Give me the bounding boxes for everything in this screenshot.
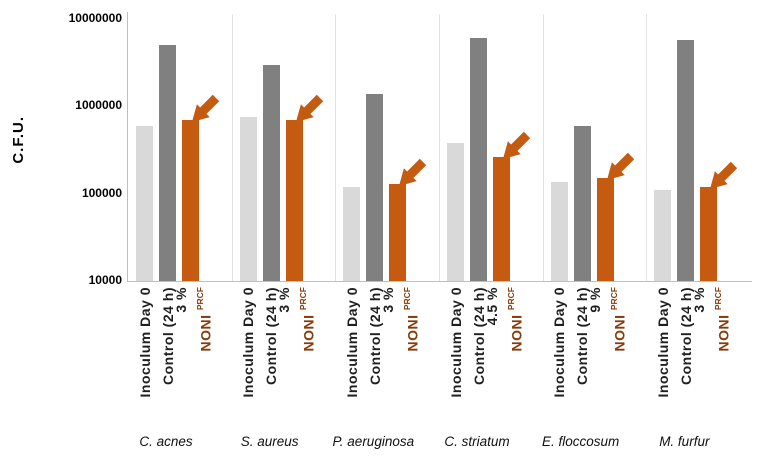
x-label-inoculum: Inoculum Day 0 <box>240 287 257 398</box>
noni-label-text: NONI <box>715 310 732 352</box>
y-axis-line <box>127 12 128 281</box>
species-label: M. furfur <box>659 434 710 449</box>
noni-label-text: NONI <box>300 310 317 352</box>
noni-superscript: PRCF <box>194 287 205 311</box>
noni-superscript: PRCF <box>505 287 516 311</box>
x-axis-line <box>127 281 752 282</box>
highlight-arrow-icon <box>503 132 531 160</box>
noni-superscript: PRCF <box>609 287 620 311</box>
highlight-arrow-icon <box>399 158 427 186</box>
noni-superscript: PRCF <box>712 287 723 311</box>
x-label-noni: NONI PRCF <box>398 287 422 352</box>
noni-label-text: NONI <box>508 310 525 352</box>
x-label-percent: 4.5 % <box>483 287 500 326</box>
category-separator-line <box>646 14 648 281</box>
bar-noni <box>389 183 407 281</box>
x-label-inoculum: Inoculum Day 0 <box>136 287 153 398</box>
y-tick-label: 1000000 <box>75 98 122 113</box>
highlight-arrow-icon <box>192 94 220 122</box>
x-label-inoculum: Inoculum Day 0 <box>447 287 464 398</box>
species-label: E. floccosum <box>542 434 620 449</box>
highlight-arrow-icon <box>710 161 738 189</box>
bar-control <box>470 38 487 281</box>
bar-control <box>573 125 591 281</box>
bar-noni <box>285 119 303 281</box>
x-label-inoculum: Inoculum Day 0 <box>551 287 568 398</box>
y-tick-label: 10000 <box>88 273 122 287</box>
bar-control <box>262 64 280 281</box>
species-label: S. aureus <box>240 434 299 449</box>
x-label-noni: NONI PRCF <box>191 287 215 352</box>
noni-label-text: NONI <box>611 310 628 352</box>
category-separator-line <box>231 14 233 281</box>
category-separator-line <box>439 14 440 281</box>
x-label-percent: 3 % <box>276 287 293 313</box>
bar-noni <box>493 157 510 281</box>
y-axis-title: C.F.U. <box>10 116 27 164</box>
x-label-percent: 3 % <box>690 287 707 313</box>
bar-inoculum <box>239 117 257 281</box>
category-separator-line <box>335 14 337 281</box>
x-label-inoculum: Inoculum Day 0 <box>654 287 671 398</box>
noni-label-text: NONI <box>404 310 421 352</box>
bar-inoculum <box>136 125 153 281</box>
highlight-arrow-icon <box>606 153 634 181</box>
bar-inoculum <box>550 182 568 281</box>
x-label-percent: 3 % <box>379 287 396 313</box>
bar-control <box>159 45 176 281</box>
bar-inoculum <box>447 143 464 281</box>
species-label: C. striatum <box>444 434 510 449</box>
highlight-arrow-icon <box>295 94 323 122</box>
noni-label-text: NONI <box>197 310 214 352</box>
bar-inoculum <box>654 190 672 281</box>
x-label-noni: NONI PRCF <box>502 287 526 352</box>
bar-inoculum <box>343 186 361 281</box>
x-label-noni: NONI PRCF <box>605 287 629 352</box>
x-label-noni: NONI PRCF <box>709 287 733 352</box>
y-tick-label: 10000000 <box>68 11 122 25</box>
noni-superscript: PRCF <box>298 287 309 311</box>
species-label: C. acnes <box>139 434 193 449</box>
species-label: P. aeruginosa <box>332 434 415 449</box>
category-separator-line <box>542 14 544 281</box>
bar-control <box>366 93 384 281</box>
y-tick-label: 100000 <box>81 185 122 200</box>
x-label-inoculum: Inoculum Day 0 <box>343 287 360 398</box>
bar-noni <box>182 119 199 281</box>
x-label-percent: 3 % <box>172 287 189 313</box>
bar-noni <box>596 178 614 281</box>
bar-control <box>677 39 695 281</box>
x-label-noni: NONI PRCF <box>294 287 318 352</box>
bar-noni <box>700 186 718 281</box>
noni-superscript: PRCF <box>401 287 412 311</box>
x-label-percent: 9 % <box>587 287 604 313</box>
